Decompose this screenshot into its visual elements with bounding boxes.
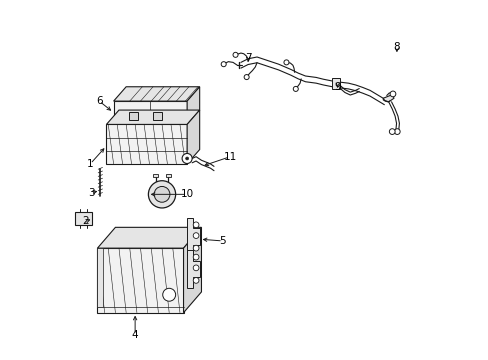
Polygon shape (113, 87, 199, 101)
Circle shape (293, 86, 298, 91)
Polygon shape (106, 125, 187, 164)
Polygon shape (187, 250, 199, 288)
Polygon shape (187, 218, 199, 255)
Circle shape (388, 129, 394, 134)
Circle shape (193, 254, 199, 260)
Circle shape (389, 91, 395, 97)
Text: 11: 11 (223, 152, 236, 162)
Polygon shape (97, 248, 183, 313)
Circle shape (163, 288, 175, 301)
Text: 2: 2 (82, 216, 89, 226)
Circle shape (182, 153, 192, 163)
Circle shape (154, 186, 169, 202)
Polygon shape (129, 112, 138, 120)
Text: 3: 3 (87, 188, 94, 198)
Polygon shape (152, 112, 162, 120)
Text: 5: 5 (219, 236, 226, 246)
Polygon shape (187, 87, 199, 125)
Circle shape (244, 75, 249, 80)
Text: 10: 10 (180, 189, 193, 199)
Circle shape (284, 60, 288, 65)
Circle shape (185, 157, 188, 160)
Polygon shape (187, 110, 199, 164)
Circle shape (221, 62, 226, 67)
Circle shape (193, 233, 199, 238)
Polygon shape (153, 174, 158, 177)
Circle shape (193, 245, 199, 251)
Text: 6: 6 (96, 96, 102, 106)
Circle shape (394, 129, 399, 134)
Polygon shape (75, 212, 92, 225)
Polygon shape (113, 101, 187, 125)
Polygon shape (332, 78, 339, 89)
Text: 1: 1 (87, 159, 93, 169)
Polygon shape (97, 248, 102, 307)
Circle shape (233, 52, 238, 57)
Text: 8: 8 (393, 42, 399, 52)
Text: 7: 7 (244, 53, 251, 63)
Text: 4: 4 (132, 330, 138, 340)
Text: 9: 9 (334, 82, 340, 92)
Polygon shape (183, 227, 201, 313)
Polygon shape (97, 227, 201, 248)
Polygon shape (165, 174, 171, 177)
Circle shape (193, 278, 199, 283)
Circle shape (193, 222, 199, 228)
Circle shape (148, 181, 175, 208)
Polygon shape (383, 95, 393, 102)
Polygon shape (106, 110, 199, 125)
Circle shape (193, 265, 199, 271)
